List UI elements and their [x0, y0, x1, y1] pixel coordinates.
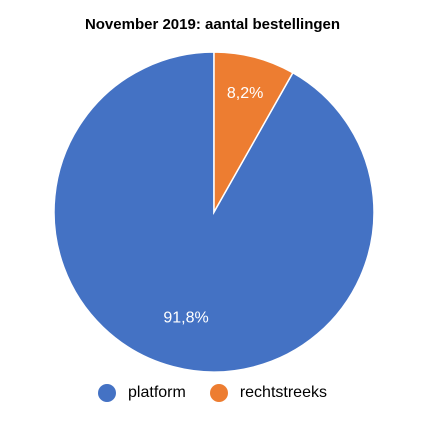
- legend-item-rechtstreeks: rechtstreeks: [209, 384, 327, 402]
- legend: platform rechtstreeks: [0, 384, 425, 402]
- legend-label-platform: platform: [128, 384, 186, 401]
- legend-marker-platform: [98, 384, 117, 402]
- pie-slice-rechtstreeks: [213, 51, 294, 215]
- data-label-rechtstreeks: 8,2%: [227, 85, 263, 102]
- chart-title: November 2019: aantal bestellingen: [84, 16, 341, 33]
- legend-item-platform: platform: [98, 384, 186, 402]
- legend-marker-rechtstreeks: [209, 384, 228, 402]
- legend-label-rechtstreeks: rechtstreeks: [239, 384, 327, 401]
- data-label-platform: 91,8%: [163, 309, 208, 326]
